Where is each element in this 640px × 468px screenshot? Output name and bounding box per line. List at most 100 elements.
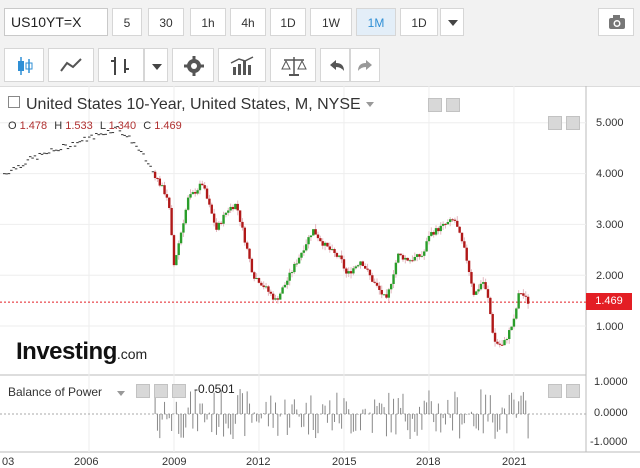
redo-button[interactable]: [350, 48, 380, 82]
settings-button[interactable]: [172, 48, 214, 82]
x-label-2018: 2018: [416, 456, 441, 468]
candle-body: [349, 271, 353, 274]
y-label-1: 1.000: [596, 321, 624, 333]
candle-body: [222, 214, 225, 224]
candle-body: [401, 255, 405, 260]
open-label: O: [8, 120, 17, 132]
candle-body: [364, 265, 367, 269]
indicators-button[interactable]: [218, 48, 266, 82]
candle-body: [352, 268, 355, 274]
symbol-input[interactable]: US10YT=X: [4, 8, 108, 36]
chart-type-dropdown[interactable]: [144, 48, 168, 82]
candle-body: [496, 341, 499, 344]
candle-body: [387, 289, 391, 298]
ohlc-bars-icon: [111, 57, 129, 75]
indicators-icon: [230, 56, 254, 75]
candle-body: [489, 297, 492, 315]
chevron-down-icon[interactable]: [116, 389, 126, 397]
chevron-down-icon: [152, 64, 162, 70]
candle-body: [288, 272, 291, 281]
candle-body: [189, 194, 192, 198]
candle-body: [269, 291, 272, 294]
timeframe-5[interactable]: 5: [112, 8, 142, 36]
candle-body: [345, 268, 348, 274]
candle-body: [453, 219, 457, 221]
timeframe-1d-alt[interactable]: 1D: [400, 8, 438, 36]
line-chart-button[interactable]: [48, 48, 94, 82]
maximize-icon[interactable]: [566, 384, 580, 398]
candle-body: [316, 234, 320, 239]
candle-body: [194, 192, 197, 194]
candle-body: [510, 326, 513, 331]
candle-body: [361, 261, 365, 266]
timeframe-1h[interactable]: 1h: [190, 8, 226, 36]
maximize-icon[interactable]: [566, 116, 580, 130]
timeframe-4h[interactable]: 4h: [230, 8, 266, 36]
candle-body: [413, 256, 416, 261]
timeframe-1m[interactable]: 1M: [356, 8, 396, 36]
eye-icon[interactable]: [136, 384, 150, 398]
chevron-down-icon[interactable]: [365, 99, 375, 109]
candle-body: [451, 219, 454, 221]
candle-body: [215, 222, 218, 230]
candles-button[interactable]: [4, 48, 44, 82]
collapse-icon[interactable]: [8, 96, 20, 108]
chart-area[interactable]: [0, 86, 640, 468]
x-label-2015: 2015: [332, 456, 357, 468]
candle-body: [397, 253, 400, 263]
candle-body: [236, 203, 239, 211]
candle-body: [274, 298, 277, 300]
close-icon[interactable]: [172, 384, 186, 398]
ohlc-readout: O 1.478 H 1.533 L 1.340 C 1.469: [8, 120, 186, 132]
candle-body: [267, 286, 270, 292]
candle-body: [212, 213, 216, 223]
candle-body: [491, 314, 494, 333]
x-label-2021: 2021: [502, 456, 527, 468]
candle-body: [432, 232, 435, 235]
bars-button[interactable]: [98, 48, 144, 82]
high-value: 1.533: [65, 120, 93, 132]
gear-icon[interactable]: [154, 384, 168, 398]
candle-body: [394, 262, 398, 275]
gear-icon[interactable]: [446, 98, 460, 112]
candle-body: [335, 252, 339, 257]
high-label: H: [54, 120, 63, 132]
move-down-icon[interactable]: [548, 116, 562, 130]
candle-body: [392, 274, 395, 285]
candle-body: [304, 244, 308, 251]
candle-body: [286, 280, 289, 285]
candle-body: [415, 254, 419, 257]
candle-body: [467, 260, 471, 273]
undo-button[interactable]: [320, 48, 350, 82]
timeframe-1d[interactable]: 1D: [270, 8, 306, 36]
candle-body: [300, 252, 303, 258]
price-chart[interactable]: [0, 86, 640, 468]
candle-body: [156, 178, 159, 180]
timeframe-1w[interactable]: 1W: [310, 8, 352, 36]
bop-label-top: 1.0000: [594, 376, 628, 388]
move-up-icon[interactable]: [548, 384, 562, 398]
camera-button[interactable]: [598, 8, 634, 36]
gear-icon: [184, 56, 204, 76]
compare-button[interactable]: [270, 48, 316, 82]
candle-body: [470, 272, 473, 284]
candle-body: [326, 242, 329, 247]
candle-body: [430, 232, 433, 236]
candle-body: [276, 298, 280, 300]
eye-icon[interactable]: [428, 98, 442, 112]
candle-body: [477, 289, 480, 292]
timeframe-30[interactable]: 30: [148, 8, 184, 36]
current-price-tag: 1.469: [586, 293, 632, 310]
candle-body: [191, 192, 195, 195]
candle-body: [245, 242, 249, 249]
candle-body: [356, 265, 360, 267]
timeframe-dropdown[interactable]: [440, 8, 464, 36]
area-line-icon: [60, 58, 82, 72]
candle-body: [217, 222, 221, 230]
candle-body: [201, 183, 204, 186]
indicator-name: Balance of Power: [8, 385, 103, 399]
candle-body: [434, 228, 438, 235]
candle-body: [498, 343, 501, 345]
close-label: C: [143, 120, 152, 132]
candle-body: [224, 212, 228, 215]
